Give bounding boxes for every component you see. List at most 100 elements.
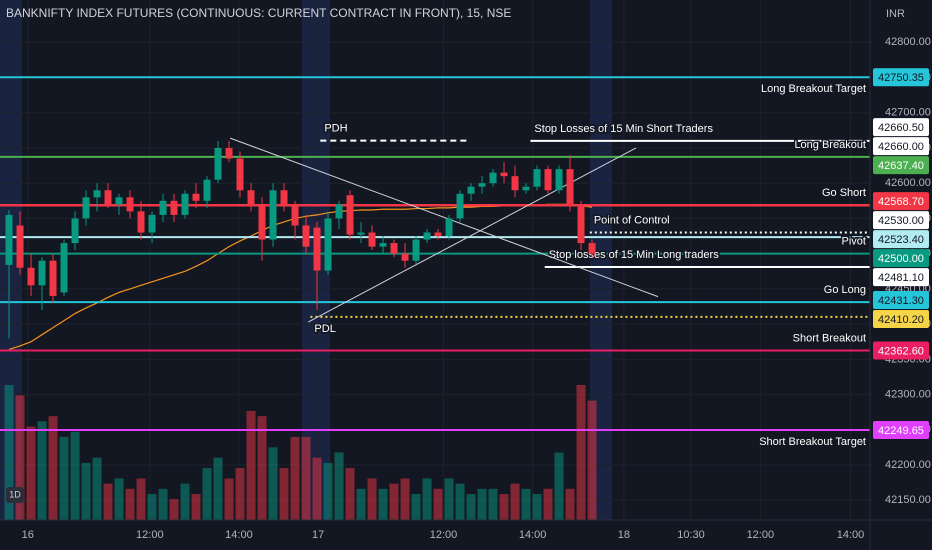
price-badge bbox=[873, 249, 929, 268]
price-badge-label: 42249.65 bbox=[878, 425, 924, 437]
candle-body bbox=[478, 183, 486, 187]
candle-body bbox=[489, 172, 497, 184]
candle-body bbox=[313, 227, 321, 271]
volume-bar bbox=[312, 457, 322, 520]
x-tick-label: 18 bbox=[618, 529, 630, 541]
volume-bar bbox=[147, 494, 157, 520]
volume-bar bbox=[433, 488, 443, 520]
price-badge-label: 42530.00 bbox=[878, 215, 924, 227]
candle-body bbox=[181, 193, 189, 215]
candle-body bbox=[236, 158, 244, 191]
price-badge bbox=[873, 211, 929, 230]
volume-bar bbox=[565, 488, 575, 520]
y-tick-label: 42300.00 bbox=[885, 388, 931, 400]
price-badge-label: 42637.40 bbox=[878, 160, 924, 172]
volume-bar bbox=[521, 488, 531, 520]
candle-body bbox=[434, 232, 442, 237]
candle-body bbox=[27, 267, 35, 286]
volume-bar bbox=[15, 395, 25, 520]
level-label: Stop Losses of 15 Min Short Traders bbox=[534, 123, 713, 135]
volume-bar bbox=[103, 483, 113, 520]
interval-badge[interactable] bbox=[6, 487, 24, 503]
interval-badge-text[interactable]: 1D bbox=[9, 489, 21, 499]
level-label: Long Breakout bbox=[794, 139, 866, 151]
price-badge-label: 42500.00 bbox=[878, 253, 924, 265]
candle-body bbox=[126, 197, 134, 212]
candle-body bbox=[577, 204, 585, 244]
level-label: Go Short bbox=[822, 187, 866, 199]
volume-bar bbox=[499, 494, 509, 520]
volume-bar bbox=[37, 421, 47, 520]
volume-bar bbox=[4, 385, 14, 520]
volume-bar bbox=[191, 494, 201, 520]
candle-body bbox=[269, 190, 277, 240]
x-tick-label: 16 bbox=[22, 529, 34, 541]
level-label: Long Breakout Target bbox=[761, 83, 866, 95]
volume-bar bbox=[59, 436, 69, 520]
volume-bar bbox=[158, 488, 168, 520]
volume-bar bbox=[477, 488, 487, 520]
volume-bar bbox=[587, 400, 597, 520]
volume-bar bbox=[268, 447, 278, 520]
volume-bar bbox=[246, 410, 256, 520]
price-badge-label: 42660.00 bbox=[878, 141, 924, 153]
volume-bar bbox=[180, 483, 190, 520]
volume-bar bbox=[114, 478, 124, 520]
level-label: Pivot bbox=[842, 236, 866, 248]
price-badge-label: 42568.70 bbox=[878, 196, 924, 208]
volume-bar bbox=[444, 478, 454, 520]
volume-bar bbox=[81, 462, 91, 520]
candle-body bbox=[390, 243, 398, 254]
candle-body bbox=[346, 195, 354, 235]
level-label: Short Breakout Target bbox=[759, 436, 866, 448]
volume-bar bbox=[378, 488, 388, 520]
price-badge bbox=[873, 156, 929, 175]
candle-body bbox=[93, 190, 101, 198]
candle-body bbox=[412, 239, 420, 261]
x-tick-label: 14:00 bbox=[225, 529, 253, 541]
x-tick-label: 12:00 bbox=[430, 529, 458, 541]
candle-body bbox=[335, 204, 343, 219]
candle-body bbox=[82, 197, 90, 219]
candle-body bbox=[291, 204, 299, 226]
x-tick-label: 14:00 bbox=[519, 529, 547, 541]
candle-body bbox=[49, 260, 57, 296]
price-badge bbox=[873, 68, 929, 87]
price-badge bbox=[873, 192, 929, 211]
volume-bar bbox=[400, 478, 410, 520]
volume-bar bbox=[345, 468, 355, 520]
level-label: Go Long bbox=[824, 284, 866, 296]
volume-bar bbox=[169, 499, 179, 520]
volume-bar bbox=[92, 457, 102, 520]
candle-body bbox=[588, 243, 596, 254]
price-badge-label: 42431.30 bbox=[878, 295, 924, 307]
price-badge bbox=[873, 421, 929, 440]
candle-body bbox=[467, 186, 475, 194]
x-tick-label: 12:00 bbox=[136, 529, 164, 541]
candle-body bbox=[379, 243, 387, 247]
volume-bar bbox=[334, 452, 344, 520]
y-tick-label: 42200.00 bbox=[885, 459, 931, 471]
volume-bar bbox=[389, 483, 399, 520]
y-tick-label: 42800.00 bbox=[885, 36, 931, 48]
candle-body bbox=[423, 232, 431, 240]
volume-bar bbox=[554, 452, 564, 520]
price-badge-label: 42362.60 bbox=[878, 345, 924, 357]
candle-body bbox=[357, 232, 365, 235]
candle-body bbox=[104, 190, 112, 205]
level-label: PDL bbox=[314, 323, 335, 335]
volume-bar bbox=[136, 478, 146, 520]
volume-bar bbox=[323, 462, 333, 520]
volume-bar bbox=[224, 478, 234, 520]
price-badge bbox=[873, 341, 929, 360]
price-badge-label: 42481.10 bbox=[878, 272, 924, 284]
y-tick-label: 42700.00 bbox=[885, 107, 931, 119]
y-tick-label: 42600.00 bbox=[885, 177, 931, 189]
price-badge-label: 42410.20 bbox=[878, 314, 924, 326]
candle-body bbox=[511, 176, 519, 191]
candle-body bbox=[5, 214, 13, 265]
volume-bar bbox=[70, 431, 80, 520]
x-tick-label: 17 bbox=[312, 529, 324, 541]
